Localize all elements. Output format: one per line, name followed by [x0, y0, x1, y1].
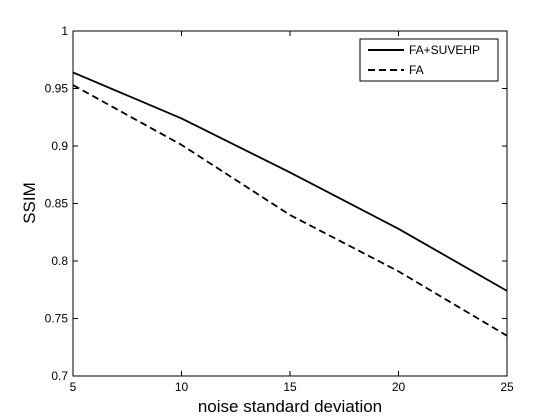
y-tick-label: 0.9 — [51, 139, 68, 153]
series-line-fa-suvehp — [72, 71, 508, 292]
x-tick-label: 5 — [70, 380, 77, 394]
axis-tick-labels: 5 10 15 20 25 0.7 0.75 0.8 0.85 0.9 0.95 1 — [45, 24, 514, 394]
legend-label-fa-suvehp: FA+SUVEHP — [409, 43, 480, 57]
legend-label-fa: FA — [409, 63, 424, 77]
legend-box — [359, 38, 499, 82]
x-axis-label: noise standard deviation — [198, 397, 382, 416]
series-lines — [72, 71, 508, 337]
y-axis-label: SSIM — [20, 182, 39, 224]
y-tick-label: 0.8 — [51, 254, 68, 268]
plot-area — [72, 30, 508, 377]
legend: FA+SUVEHP FA — [359, 38, 499, 82]
y-tick-label: 0.95 — [45, 82, 69, 96]
series-line-fa — [72, 84, 508, 337]
x-tick-label: 15 — [283, 380, 297, 394]
x-tick-label: 10 — [175, 380, 189, 394]
y-tick-label: 0.75 — [45, 312, 69, 326]
x-tick-label: 20 — [392, 380, 406, 394]
y-tick-label: 0.7 — [51, 369, 68, 383]
axis-ticks — [72, 30, 508, 377]
y-tick-label: 0.85 — [45, 197, 69, 211]
x-tick-label: 25 — [500, 380, 514, 394]
y-tick-label: 1 — [61, 24, 68, 38]
